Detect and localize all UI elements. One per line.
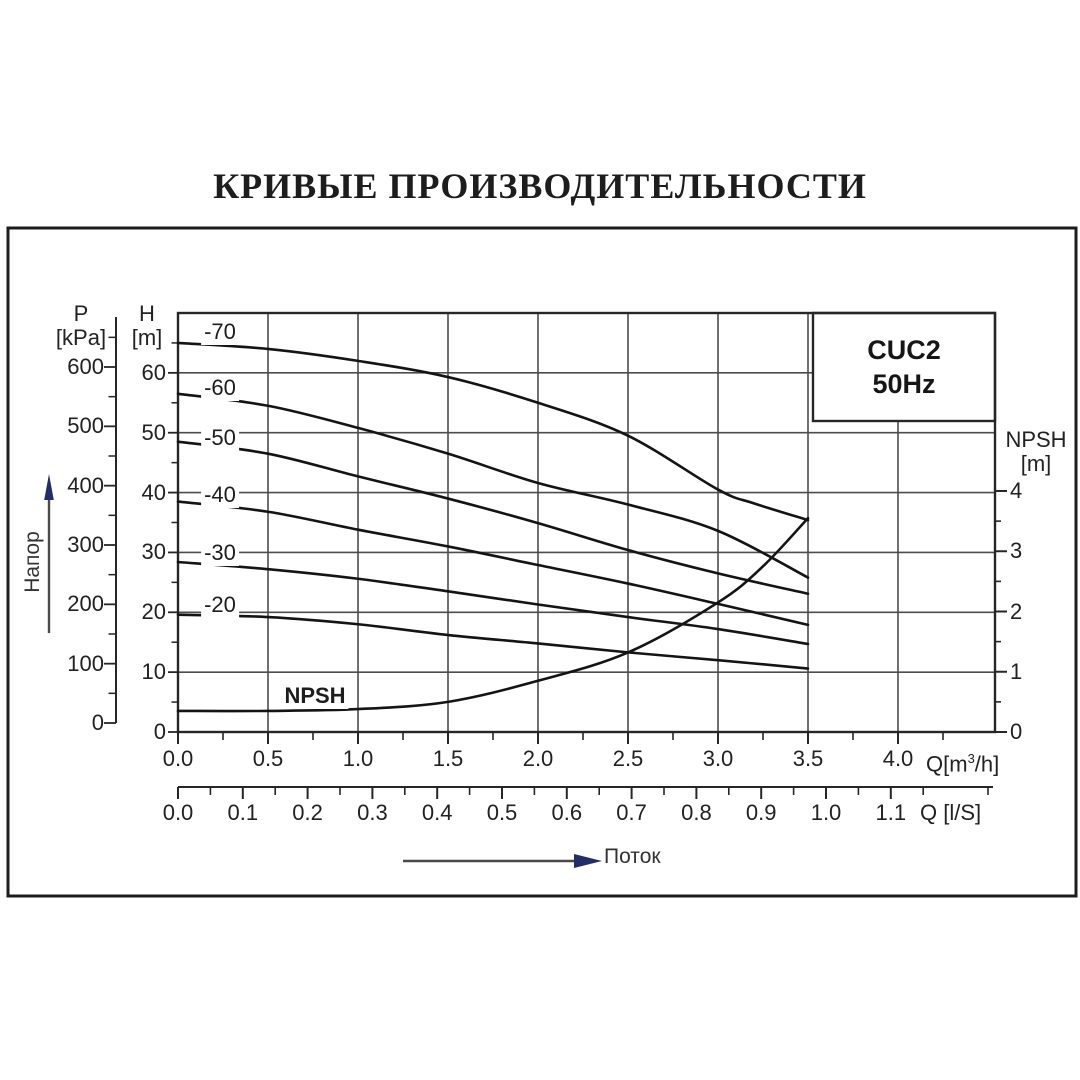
curve--20 (176, 613, 810, 670)
outer-border (6, 226, 1078, 898)
flow-arrowhead-icon (574, 854, 602, 868)
page-title: КРИВЫЕ ПРОИЗВОДИТЕЛЬНОСТИ (213, 166, 867, 206)
head-arrowhead-icon (44, 474, 54, 500)
model-box-rect (811, 311, 997, 423)
curve--40 (176, 500, 810, 627)
curve--60 (176, 392, 810, 579)
curve--50 (176, 440, 810, 596)
npsh-curve (176, 516, 810, 713)
curve--30 (176, 560, 810, 646)
curve--70 (176, 341, 810, 522)
